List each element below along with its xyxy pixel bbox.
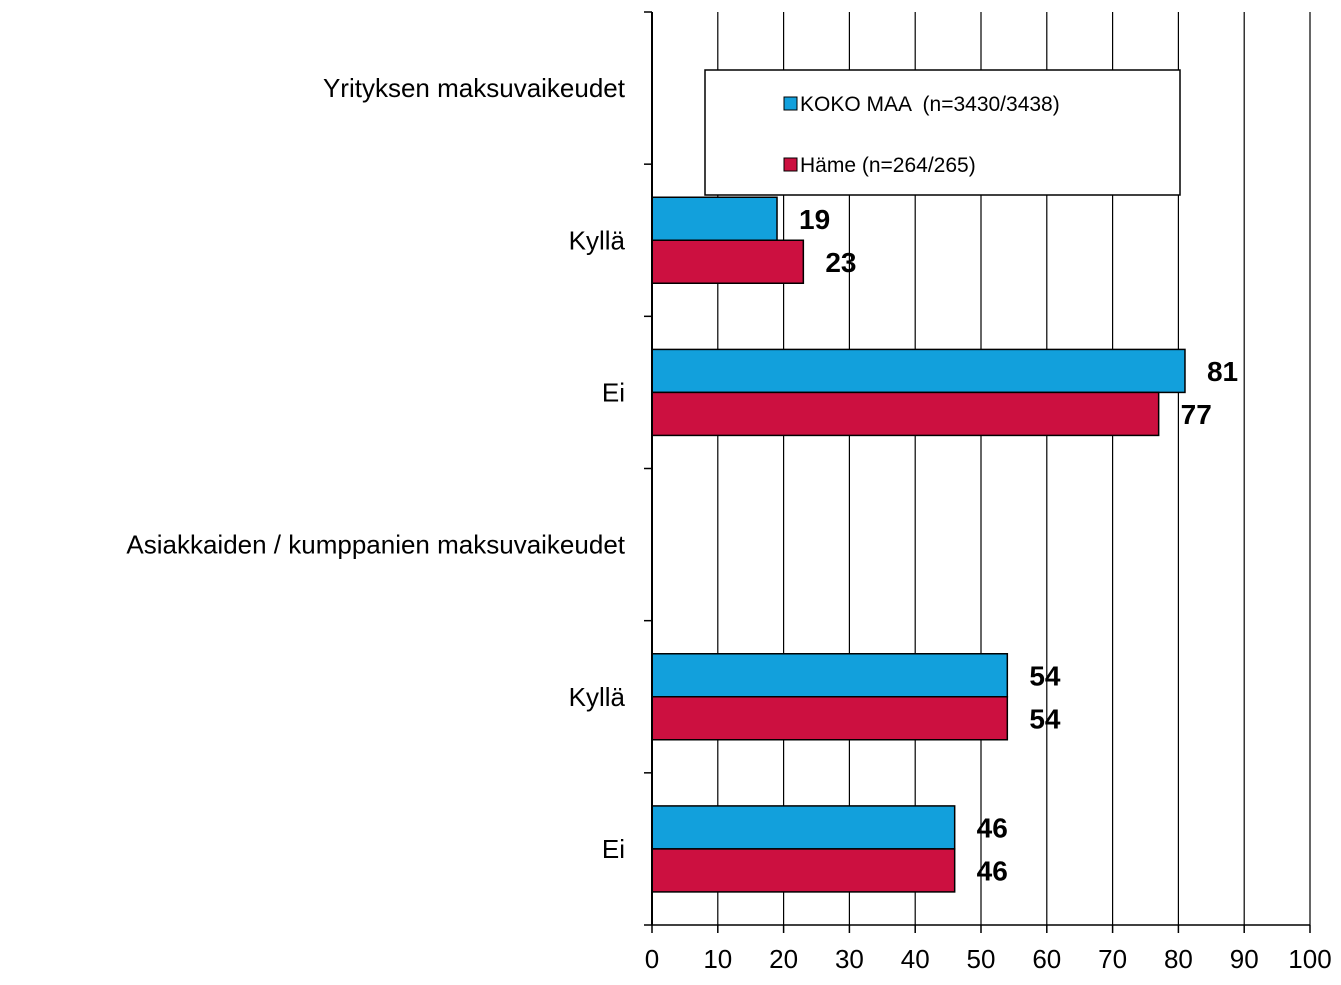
x-tick-label-50: 50 — [967, 944, 996, 974]
axes: 0 10 20 30 40 50 60 70 80 90 100 — [644, 11, 1332, 974]
x-tick-label-20: 20 — [769, 944, 798, 974]
legend-box — [704, 69, 1181, 196]
x-tick-label-60: 60 — [1032, 944, 1061, 974]
bar-kyll-1-series-1 — [651, 239, 805, 284]
x-tick-label-90: 90 — [1230, 944, 1259, 974]
category-label-asiakkaiden-kumppanien-maksuvaikeudet-3: Asiakkaiden / kumppanien maksuvaikeudet — [126, 530, 625, 560]
bar-ei-5-series-0 — [651, 805, 956, 850]
data-label-ei-5-series-0: 46 — [977, 812, 1008, 843]
legend-label-koko-maa: KOKO MAA (n=3430/3438) — [800, 93, 1060, 116]
x-tick-label-10: 10 — [703, 944, 732, 974]
category-label-kyll-1: Kyllä — [569, 225, 626, 255]
category-label-kyll-4: Kyllä — [569, 682, 626, 712]
bar-ei-5-series-1 — [651, 848, 956, 893]
category-label-yrityksen-maksuvaikeudet-0: Yrityksen maksuvaikeudet — [323, 73, 626, 103]
data-label-kyll-1-series-0: 19 — [799, 204, 830, 235]
bar-kyll-4-series-0 — [651, 653, 1009, 698]
x-tick-label-30: 30 — [835, 944, 864, 974]
legend-label-hame: Häme (n=264/265) — [800, 154, 976, 177]
bar-kyll-1-series-0 — [651, 196, 778, 241]
data-label-kyll-1-series-1: 23 — [825, 247, 856, 278]
legend-swatch-hame — [783, 157, 798, 172]
category-label-ei-2: Ei — [602, 377, 625, 407]
x-tick-label-100: 100 — [1288, 944, 1331, 974]
data-label-ei-5-series-1: 46 — [977, 855, 1008, 886]
category-label-ei-5: Ei — [602, 834, 625, 864]
x-tick-label-80: 80 — [1164, 944, 1193, 974]
legend: KOKO MAA (n=3430/3438) Häme (n=264/265) — [704, 69, 1181, 196]
bar-kyll-4-series-1 — [651, 696, 1009, 741]
bars — [651, 196, 1186, 893]
bar-ei-2-series-0 — [651, 348, 1186, 394]
data-label-kyll-4-series-0: 54 — [1029, 660, 1061, 691]
x-tick-label-70: 70 — [1098, 944, 1127, 974]
bar-ei-2-series-1 — [651, 391, 1160, 437]
x-tick-label-40: 40 — [901, 944, 930, 974]
labels: Yrityksen maksuvaikeudet 19 23 Kyllä 81 77 Ei A… — [126, 73, 1238, 886]
data-label-ei-2-series-0: 81 — [1207, 356, 1238, 387]
x-tick-label-0: 0 — [645, 944, 659, 974]
data-label-ei-2-series-1: 77 — [1181, 399, 1212, 430]
legend-swatch-koko-maa — [783, 96, 798, 111]
data-label-kyll-4-series-1: 54 — [1029, 703, 1061, 734]
